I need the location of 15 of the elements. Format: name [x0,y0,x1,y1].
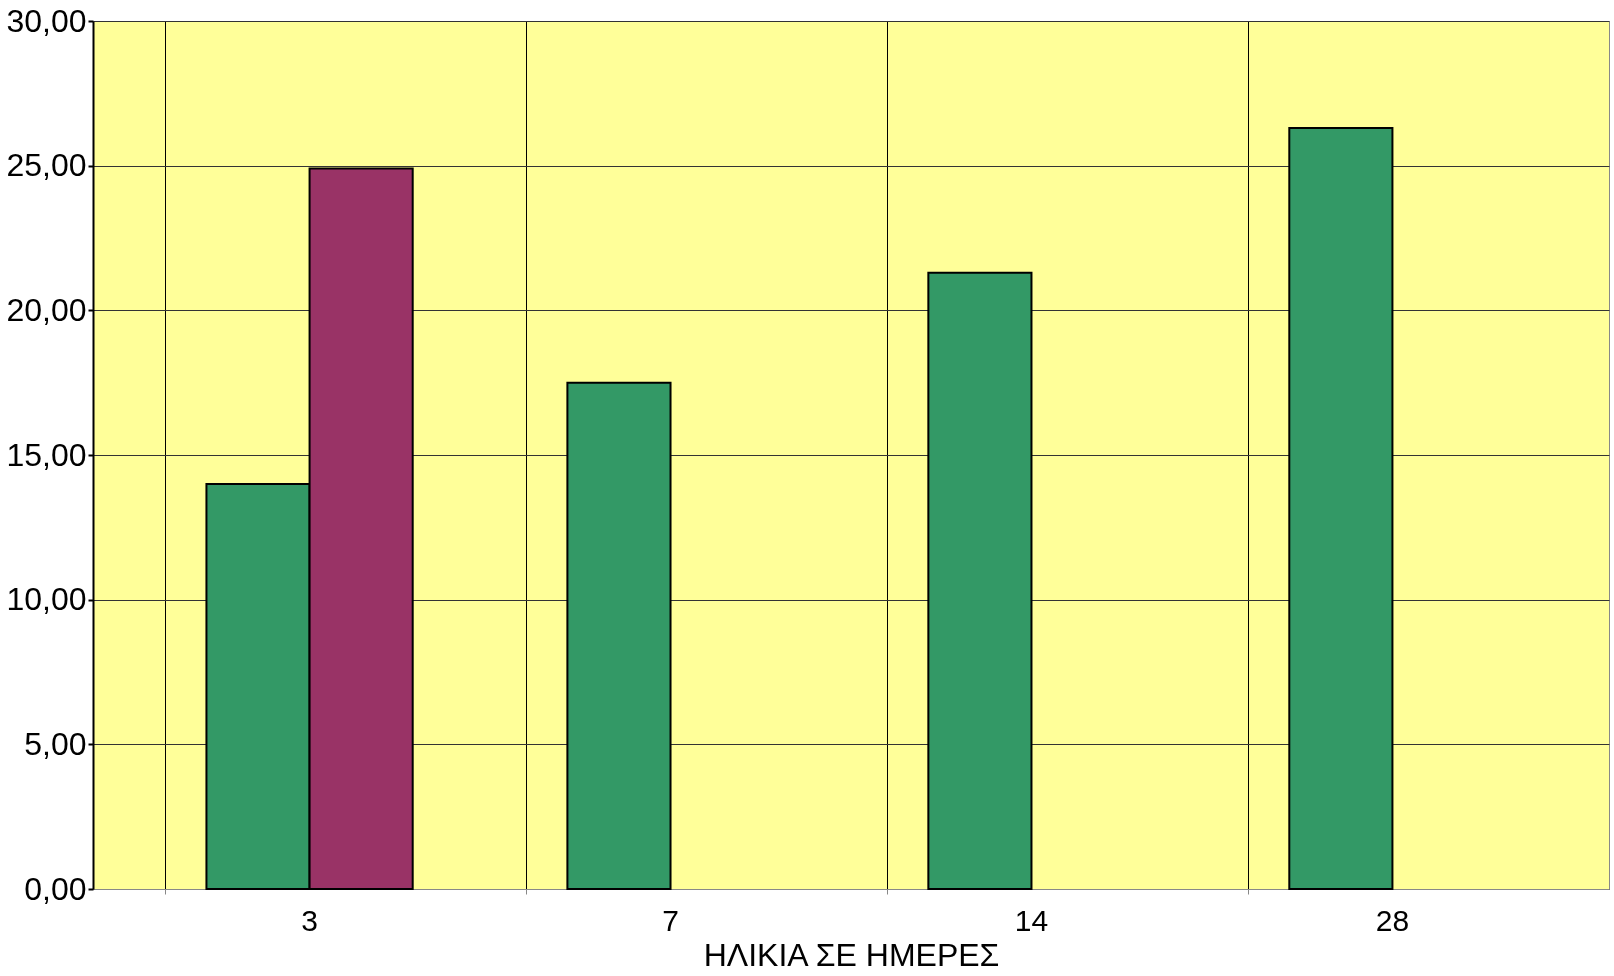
bar [1288,127,1394,890]
y-tick-label: 25,00 [6,147,87,184]
bar [927,271,1033,890]
x-axis-title: ΗΛΙΚΙΑ ΣΕ ΗΜΕΡΕΣ [703,936,1000,973]
x-tick-label: 7 [662,903,679,937]
y-tick-label: 0,00 [24,870,87,907]
bar [566,381,672,890]
y-tick-label: 15,00 [6,436,87,473]
x-tick-label: 28 [1375,903,1410,937]
y-tick-label: 20,00 [6,291,87,328]
y-tick-label: 5,00 [24,725,87,762]
x-tick-label: 3 [301,903,318,937]
y-tick-label: 30,00 [6,2,87,39]
x-tick-label: 14 [1014,903,1049,937]
y-tick-label: 10,00 [6,581,87,618]
